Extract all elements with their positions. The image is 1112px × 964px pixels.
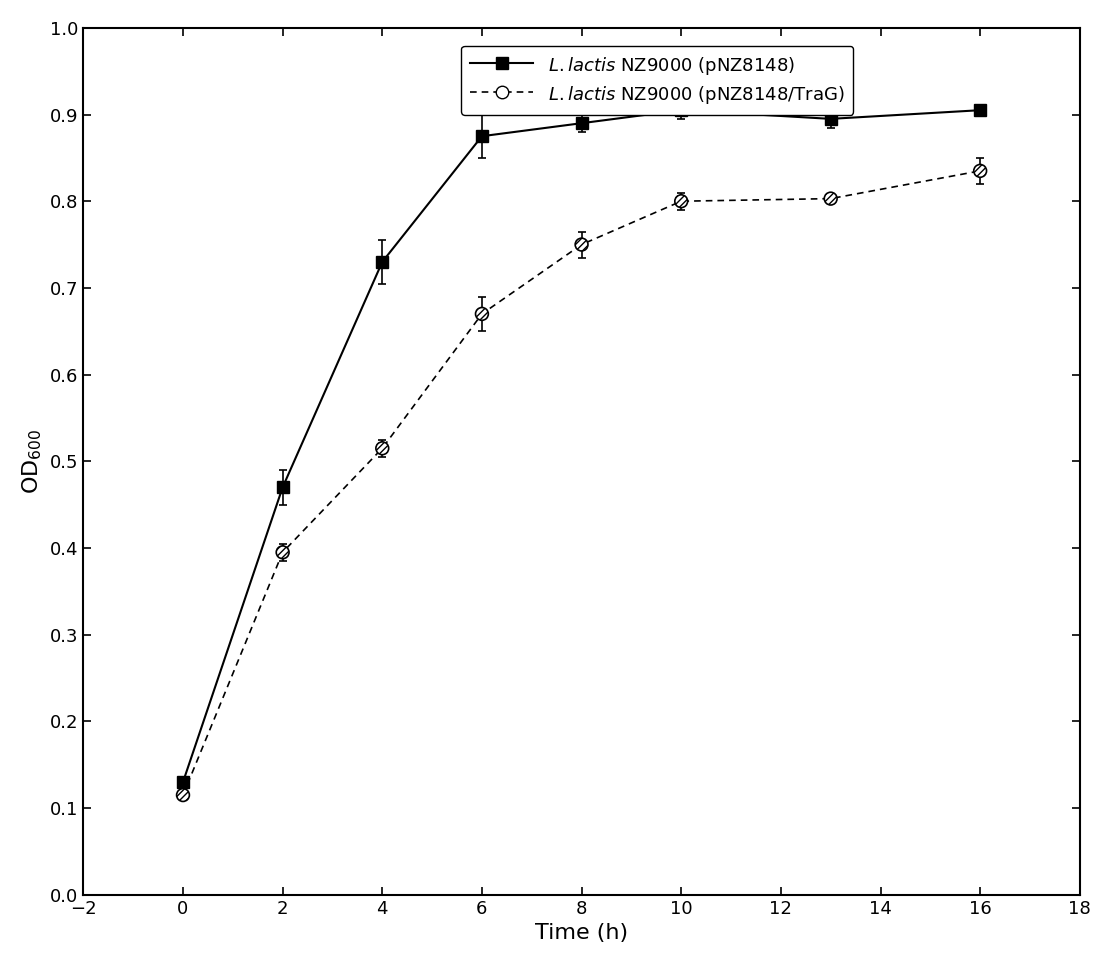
Point xyxy=(573,237,590,253)
Point xyxy=(673,194,691,209)
X-axis label: Time (h): Time (h) xyxy=(535,924,628,943)
Legend: $\it{L. lactis}$ NZ9000 (pNZ8148), $\it{L. lactis}$ NZ9000 (pNZ8148/TraG): $\it{L. lactis}$ NZ9000 (pNZ8148), $\it{… xyxy=(461,45,853,115)
Point xyxy=(274,545,291,560)
Y-axis label: OD$_{600}$: OD$_{600}$ xyxy=(21,429,44,494)
Point xyxy=(822,191,840,206)
Point xyxy=(374,441,391,456)
Point xyxy=(175,788,192,803)
Point xyxy=(473,307,490,322)
Point xyxy=(971,163,989,178)
